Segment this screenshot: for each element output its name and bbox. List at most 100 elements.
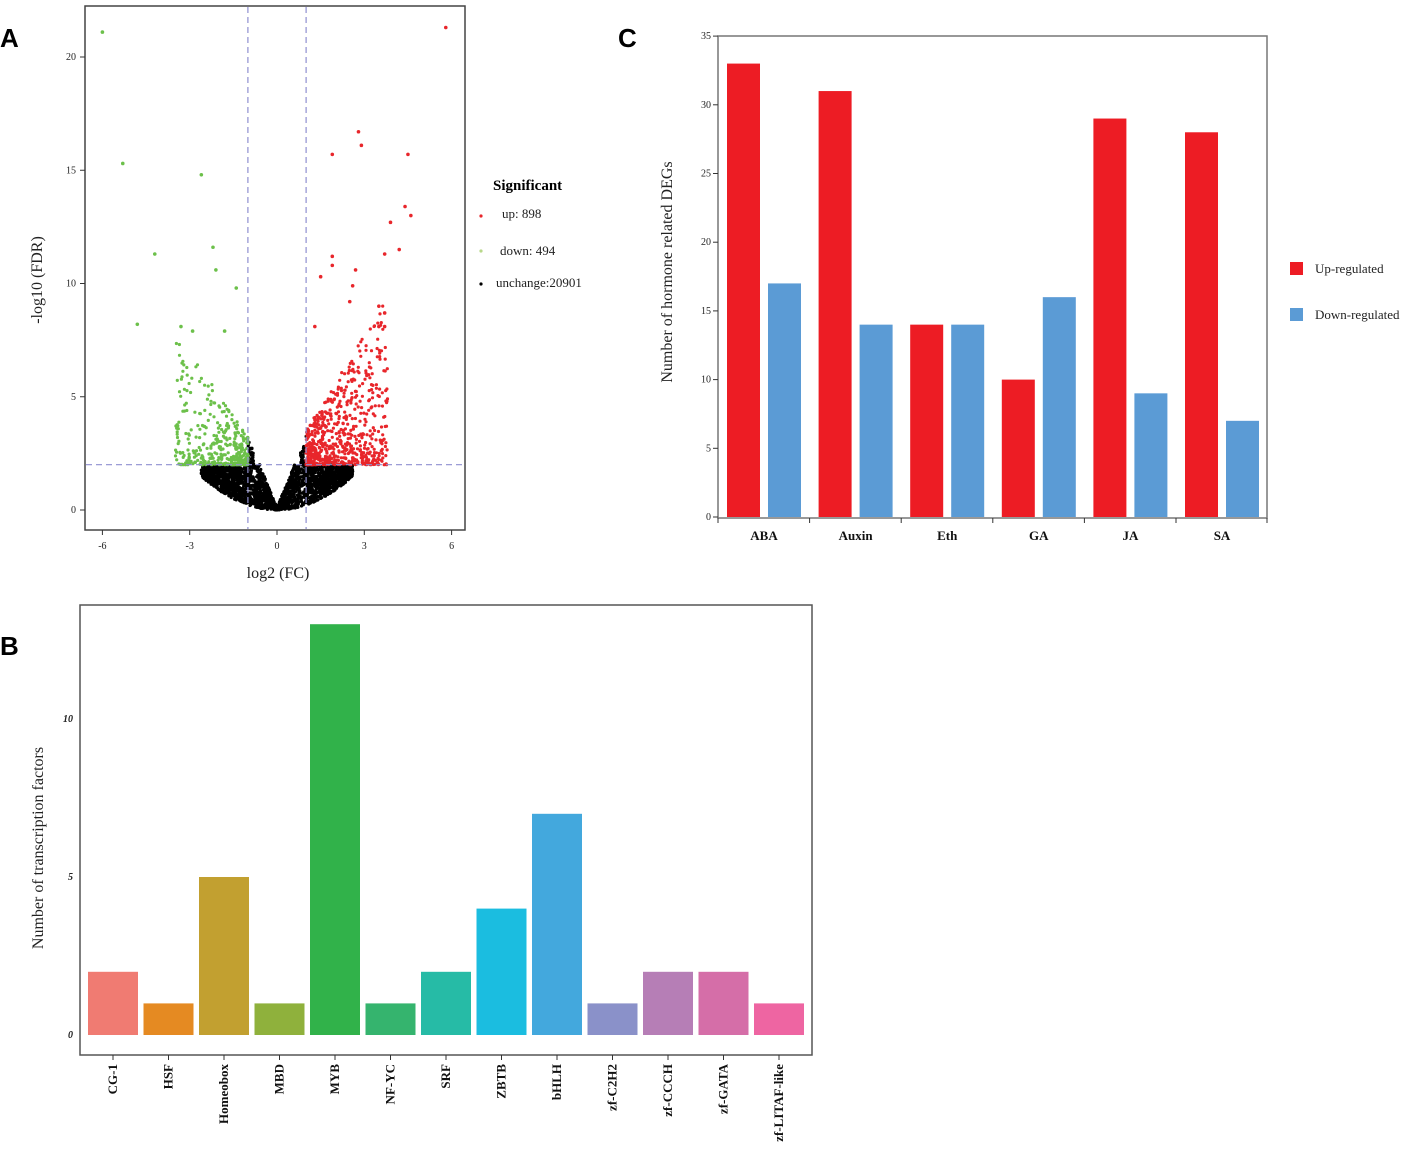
x-tick-label: HSF [161,1064,176,1089]
down-point [174,448,178,452]
unchanged-point [254,504,259,508]
unchanged-point [288,489,292,493]
up-point [377,404,381,408]
up-point [378,357,382,361]
unchanged-point [316,482,320,486]
up-point [316,417,320,422]
bar-aba-down [768,283,801,517]
up-point [351,447,356,451]
up-point [312,460,316,464]
unchanged-point [302,491,306,495]
up-point [364,420,368,424]
unchanged-point [252,499,256,503]
up-point [313,423,317,427]
up-point [349,428,353,432]
down-point [206,418,210,422]
down-point [232,463,236,467]
up-point [329,414,333,418]
down-point [197,452,201,456]
unchanged-point [236,495,240,500]
unchanged-point [296,498,300,502]
unchanged-point [346,467,351,472]
up-point [328,408,332,412]
up-point [353,434,357,438]
down-point [175,426,179,430]
down-point [120,161,125,166]
unchanged-point [253,485,258,489]
legend-label-up: up: 898 [502,206,541,221]
down-point [230,418,234,422]
up-point [308,423,312,427]
unchanged-point [240,493,244,497]
unchanged-point [209,470,214,474]
down-point [178,450,182,454]
down-point [212,441,216,445]
down-point [198,436,202,440]
down-point [235,420,239,424]
unchanged-point [219,485,223,489]
unchanged-point [237,466,241,471]
up-point [365,374,369,378]
unchanged-point [211,467,215,471]
down-point [232,421,236,425]
up-point [368,327,372,331]
unchanged-point [258,488,262,492]
up-point [356,344,360,348]
unchanged-point [254,488,259,493]
down-point [177,420,181,424]
unchanged-point [316,468,320,472]
unchanged-point [285,502,290,506]
down-point [175,430,179,434]
unchanged-point [333,487,337,491]
up-point [313,434,317,438]
x-tick-label: zf-C2H2 [605,1064,620,1111]
down-point [206,384,210,388]
down-point [228,436,232,440]
unchanged-point [292,466,296,470]
unchanged-point [283,495,287,499]
up-point [372,451,377,455]
down-point [198,448,203,452]
up-point [339,442,343,446]
up-point [347,365,351,369]
unchanged-point [261,472,265,476]
up-point [342,433,346,437]
up-point [347,299,352,304]
unchanged-point [251,463,255,467]
unchanged-point [292,492,296,496]
up-point [357,371,361,375]
down-point [242,432,246,436]
unchanged-point [249,476,253,481]
x-tick-label: 6 [449,541,454,552]
down-point [175,432,179,436]
down-point [205,446,209,450]
unchanged-point [233,484,237,488]
unchanged-point [301,478,305,482]
down-point [179,394,183,398]
up-point [375,355,379,359]
unchanged-point [262,476,266,480]
up-point [339,389,344,393]
down-point [190,329,195,333]
unchanged-point [265,488,269,492]
up-point [349,445,353,449]
up-point [326,429,330,433]
unchanged-point [238,471,243,475]
down-point [198,412,202,416]
unchanged-point [256,475,260,479]
down-point [214,268,218,272]
unchanged-point [306,499,310,504]
up-point [314,449,318,453]
unchanged-point [327,467,332,471]
down-point [174,341,178,346]
unchanged-point [212,477,216,481]
up-point [313,428,317,432]
unchanged-point [296,465,301,469]
unchanged-point [286,497,290,501]
y-tick-label: 0 [68,1030,73,1041]
down-point [152,252,157,256]
down-point [193,460,197,464]
up-point [377,324,381,329]
down-point [231,454,236,458]
down-point [175,378,179,382]
